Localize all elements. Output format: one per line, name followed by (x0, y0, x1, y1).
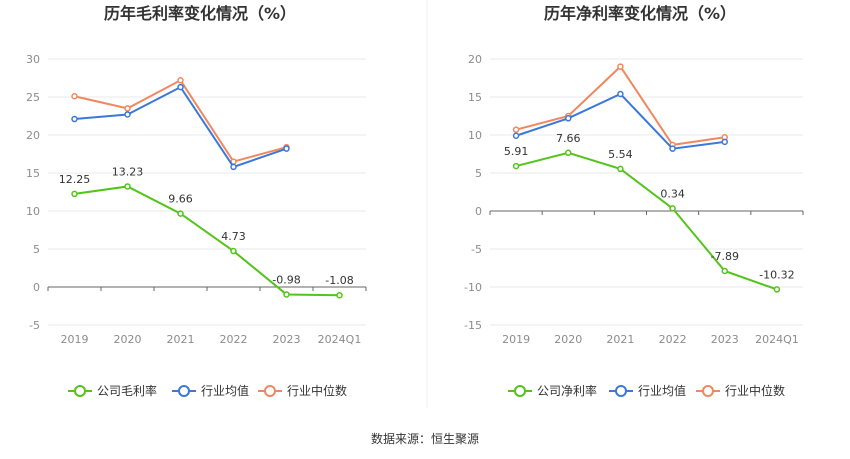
y-tick-label: 30 (26, 53, 40, 66)
data-point-company[interactable] (336, 291, 343, 299)
x-tick-label: 2024Q1 (318, 333, 362, 346)
data-label: 0.34 (660, 187, 685, 200)
legend-swatch-marker (74, 385, 86, 397)
y-tick-label: 10 (26, 205, 40, 218)
x-tick-label: 2022 (659, 333, 687, 346)
gross-margin-chart: 历年毛利率变化情况（%） -5 0 5 10 15 20 25 30 2019 2020 2021 2… (26, 4, 367, 398)
x-tick-label: 2023 (711, 333, 739, 346)
x-tick-label: 2019 (502, 333, 530, 346)
y-tick-label: -10 (464, 281, 482, 294)
legend-item-avg[interactable]: 行业均值 (609, 383, 686, 398)
legend-label: 公司净利率 (537, 383, 597, 398)
legend-label: 行业中位数 (287, 383, 347, 398)
data-point-avg[interactable] (177, 83, 184, 91)
x-tick-label: 2023 (273, 333, 301, 346)
legend-label: 行业均值 (638, 383, 686, 398)
data-label: 12.25 (59, 173, 91, 186)
legend-item-avg[interactable]: 行业均值 (172, 383, 249, 398)
data-point-company[interactable] (230, 247, 237, 255)
series-line-company (515, 151, 778, 291)
chart-title: 历年毛利率变化情况（%） (104, 4, 296, 23)
data-label: 5.54 (608, 148, 633, 161)
y-tick-label: 5 (475, 167, 482, 180)
data-source: 数据来源：恒生聚源 (371, 431, 479, 446)
legend-swatch-marker (514, 385, 526, 397)
y-tick-label: 20 (468, 53, 482, 66)
data-point-avg[interactable] (512, 132, 520, 140)
legend-item-company[interactable]: 公司毛利率 (68, 383, 157, 398)
data-label: 4.73 (221, 230, 246, 243)
legend-swatch-marker (702, 385, 714, 397)
y-tick-label: -5 (471, 243, 482, 256)
data-point-median[interactable] (512, 126, 520, 133)
y-tick-label: 5 (33, 243, 40, 256)
series-line-company (74, 185, 340, 297)
y-tick-label: 15 (26, 167, 40, 180)
legend-item-median[interactable]: 行业中位数 (696, 383, 785, 398)
data-point-avg[interactable] (71, 115, 78, 123)
legend-label: 行业均值 (201, 383, 249, 398)
data-point-avg[interactable] (565, 115, 572, 122)
x-tick-label: 2022 (220, 333, 248, 346)
legend-label: 公司毛利率 (97, 383, 157, 398)
data-point-company[interactable] (617, 165, 624, 173)
series-line-median (515, 65, 725, 146)
data-point-avg[interactable] (283, 145, 290, 152)
x-tick-label: 2019 (61, 333, 89, 346)
legend-swatch-marker (615, 385, 627, 397)
x-tick-label: 2024Q1 (755, 333, 799, 346)
x-tick-label: 2021 (167, 333, 195, 346)
y-tick-label: 15 (468, 91, 482, 104)
y-tick-label: 25 (26, 91, 40, 104)
data-point-avg[interactable] (617, 90, 624, 98)
data-label: -10.32 (759, 268, 794, 281)
data-point-company[interactable] (565, 149, 572, 157)
data-label: -0.98 (272, 273, 300, 286)
chart-title: 历年净利率变化情况（%） (544, 4, 736, 23)
data-label: 9.66 (168, 193, 193, 206)
x-tick-label: 2020 (554, 333, 582, 346)
data-point-median[interactable] (124, 105, 131, 112)
data-label: -1.08 (325, 274, 353, 287)
x-tick-label: 2020 (114, 333, 142, 346)
data-point-median[interactable] (71, 92, 78, 100)
data-point-company[interactable] (721, 267, 728, 275)
net-margin-chart: 历年净利率变化情况（%） -15 -10 -5 0 5 10 15 20 2019 2020 202… (464, 4, 804, 398)
y-tick-label: -15 (464, 319, 482, 332)
y-tick-label: 20 (26, 129, 40, 142)
legend-item-median[interactable]: 行业中位数 (258, 383, 347, 398)
data-point-company[interactable] (124, 183, 131, 190)
data-label: 13.23 (112, 165, 144, 178)
y-tick-label: 0 (475, 205, 482, 218)
x-tick-label: 2021 (606, 333, 634, 346)
legend-swatch-marker (264, 385, 276, 397)
legend-item-company[interactable]: 公司净利率 (508, 383, 597, 398)
data-point-median[interactable] (177, 77, 184, 84)
data-point-company[interactable] (71, 190, 78, 198)
legend-swatch-marker (178, 385, 190, 397)
data-label: 5.91 (504, 145, 529, 158)
series-line-median (74, 78, 287, 163)
data-point-company[interactable] (177, 210, 184, 217)
y-tick-label: 0 (33, 281, 40, 294)
data-point-avg[interactable] (669, 145, 676, 152)
data-label: 7.66 (556, 132, 581, 145)
legend-label: 行业中位数 (725, 383, 785, 398)
data-point-avg[interactable] (230, 163, 237, 171)
y-tick-label: -5 (29, 319, 40, 332)
data-point-company[interactable] (512, 162, 520, 170)
data-point-company[interactable] (773, 286, 781, 293)
data-point-median[interactable] (617, 63, 624, 70)
y-tick-label: 10 (468, 129, 482, 142)
data-point-company[interactable] (283, 291, 290, 298)
data-point-avg[interactable] (124, 111, 131, 118)
data-label: -7.89 (711, 250, 739, 263)
data-point-avg[interactable] (721, 138, 728, 146)
data-point-company[interactable] (669, 205, 676, 212)
